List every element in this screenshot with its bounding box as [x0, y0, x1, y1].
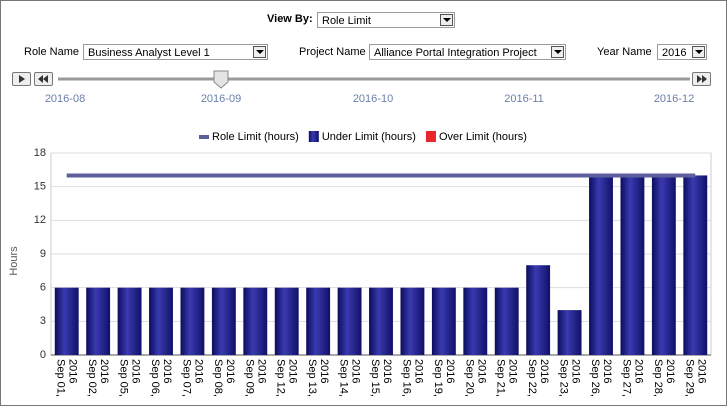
legend-label: Under Limit (hours): [322, 131, 416, 143]
bar: [211, 287, 236, 355]
legend-swatch: [308, 131, 319, 142]
timeline-label: 2016-08: [45, 93, 85, 105]
legend-swatch: [199, 135, 209, 139]
bar: [306, 287, 331, 355]
role-name-label: Role Name: [24, 46, 80, 58]
y-tick-label: 18: [34, 147, 46, 159]
bar: [620, 175, 645, 355]
legend-label: Role Limit (hours): [212, 131, 299, 143]
forward-button[interactable]: [692, 72, 711, 86]
role-name-select[interactable]: Business Analyst Level 1: [83, 44, 268, 60]
project-name-select[interactable]: Alliance Portal Integration Project: [369, 44, 566, 60]
view-by-select[interactable]: Role Limit: [317, 12, 455, 28]
legend-label: Over Limit (hours): [439, 131, 527, 143]
x-tick-label: Sep 26, 2016: [589, 359, 613, 400]
y-tick-label: 0: [40, 349, 46, 361]
icon: [19, 75, 25, 83]
year-name-label: Year Name: [597, 46, 652, 58]
x-tick-label: Sep 15, 2016: [369, 359, 393, 400]
project-name-value: Alliance Portal Integration Project: [374, 47, 537, 59]
x-tick-label: Sep 09, 2016: [243, 359, 267, 400]
x-tick-label: Sep 29, 2016: [683, 359, 707, 400]
x-tick-label: Sep 20, 2016: [463, 359, 487, 400]
view-by-value: Role Limit: [322, 15, 371, 27]
year-name-select[interactable]: 2016: [657, 44, 707, 60]
project-name-label: Project Name: [299, 46, 366, 58]
bar: [557, 310, 582, 355]
bar: [54, 287, 79, 355]
x-tick-label: Sep 05, 2016: [118, 359, 142, 400]
icon: [38, 75, 48, 83]
x-tick-label: Sep 22, 2016: [526, 359, 550, 400]
bar: [589, 175, 613, 355]
bar: [117, 287, 142, 355]
x-tick-label: Sep 02, 2016: [86, 359, 110, 400]
bar: [274, 287, 299, 355]
bar: [149, 287, 173, 355]
x-tick-label: Sep 13, 2016: [306, 359, 330, 400]
role-name-value: Business Analyst Level 1: [88, 47, 210, 59]
view-by-label: View By:: [267, 13, 313, 25]
x-tick-label: Sep 14, 2016: [338, 359, 362, 400]
slider-thumb[interactable]: [213, 70, 229, 89]
y-tick-label: 15: [34, 181, 46, 193]
bar: [431, 287, 456, 355]
icon: [697, 75, 707, 83]
y-tick-label: 3: [40, 315, 46, 327]
x-tick-label: Sep 16, 2016: [401, 359, 425, 400]
bar: [243, 287, 268, 355]
plot-area: [50, 152, 712, 356]
timeline-label: 2016-09: [201, 93, 241, 105]
bar: [526, 265, 551, 355]
x-tick-label: Sep 12, 2016: [275, 359, 299, 400]
x-tick-label: Sep 01, 2016: [55, 359, 79, 400]
bar: [683, 175, 708, 355]
x-tick-label: Sep 27, 2016: [621, 359, 645, 400]
x-tick-label: Sep 08, 2016: [212, 359, 236, 400]
bar: [180, 287, 205, 355]
bar: [86, 287, 111, 355]
bar: [463, 287, 488, 355]
bar: [369, 287, 393, 355]
x-tick-label: Sep 19, 2016: [432, 359, 456, 400]
bar: [651, 175, 676, 355]
timeline-label: 2016-11: [504, 93, 544, 105]
rewind-button[interactable]: [34, 72, 53, 86]
y-tick-label: 6: [40, 282, 46, 294]
bar: [494, 287, 519, 355]
x-tick-label: Sep 28, 2016: [652, 359, 676, 400]
timeline-label: 2016-10: [353, 93, 393, 105]
x-tick-label: Sep 23, 2016: [558, 359, 582, 400]
bar: [400, 287, 425, 355]
bar: [337, 287, 362, 355]
year-name-value: 2016: [662, 47, 687, 59]
y-tick-label: 9: [40, 248, 46, 260]
x-tick-label: Sep 06, 2016: [149, 359, 173, 400]
timeline-label: 2016-12: [654, 93, 694, 105]
legend-swatch: [425, 131, 436, 142]
play-button[interactable]: [12, 72, 31, 86]
x-tick-label: Sep 07, 2016: [181, 359, 205, 400]
y-tick-label: 12: [34, 214, 46, 226]
y-axis-label: Hours: [8, 246, 20, 276]
x-tick-label: Sep 21, 2016: [495, 359, 519, 400]
